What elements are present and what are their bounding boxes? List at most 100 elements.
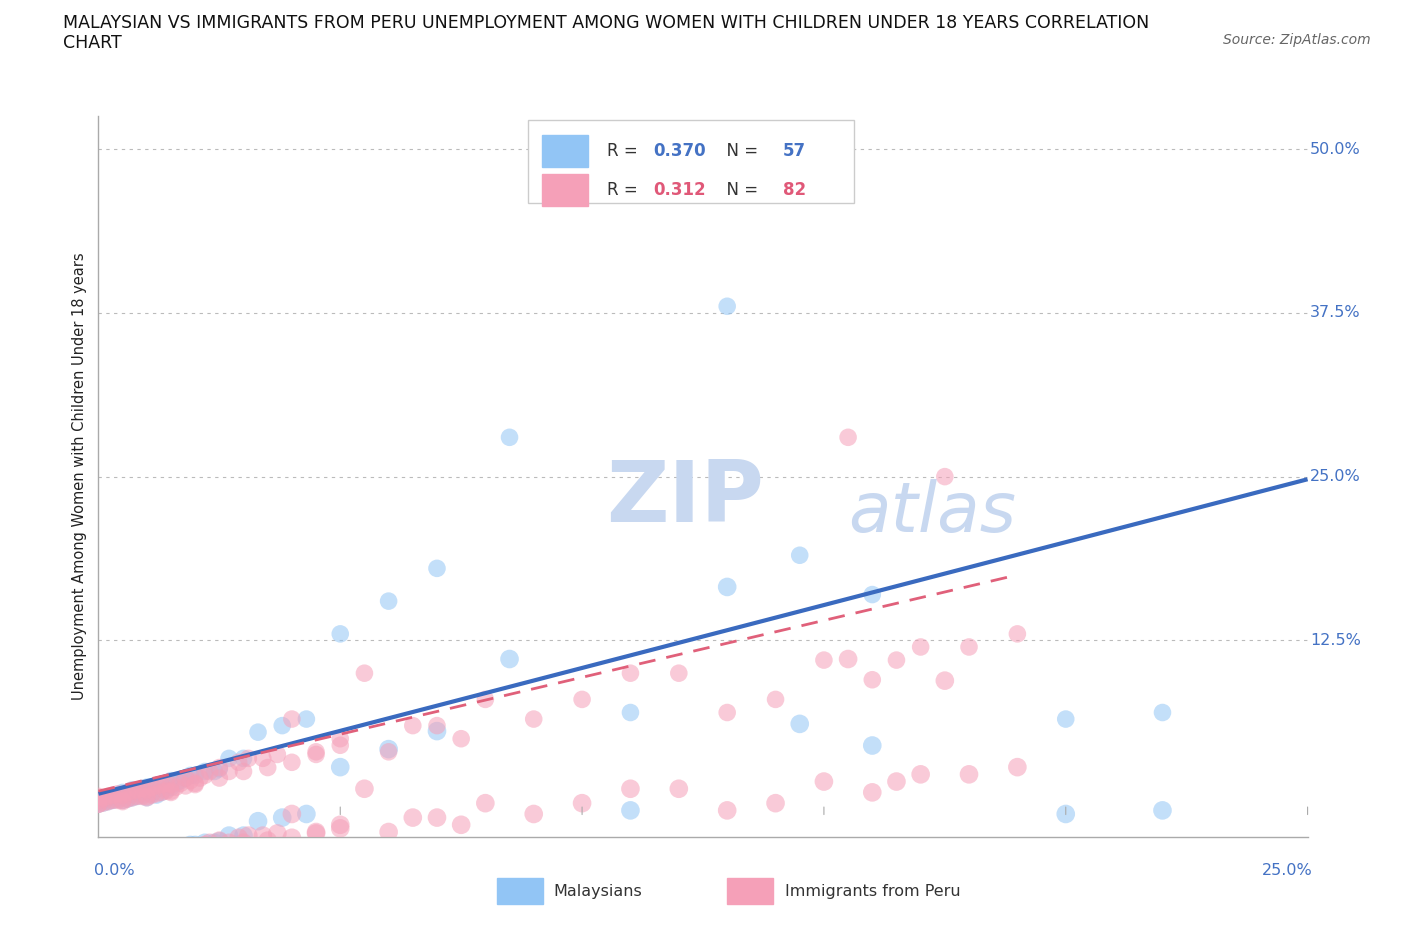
Point <box>101 793 124 808</box>
Point <box>111 794 134 809</box>
Point <box>228 755 250 770</box>
Point <box>101 789 124 804</box>
Point <box>160 779 183 794</box>
Point <box>426 718 449 733</box>
Point <box>179 768 201 783</box>
Point <box>426 561 449 576</box>
Point <box>127 789 149 804</box>
Point <box>141 779 163 794</box>
Point <box>353 666 375 681</box>
Point <box>160 777 183 792</box>
Point <box>135 790 157 805</box>
Point <box>107 787 129 802</box>
Point <box>111 789 134 804</box>
Point <box>141 787 163 802</box>
Point <box>131 789 153 804</box>
Point <box>716 299 738 313</box>
Point <box>271 718 294 733</box>
Point <box>121 784 143 799</box>
Point <box>145 781 167 796</box>
Point <box>107 791 129 806</box>
Bar <box>498 878 543 904</box>
Point <box>957 640 980 655</box>
Point <box>111 793 134 808</box>
Point <box>426 561 449 576</box>
Point <box>571 692 593 707</box>
Point <box>194 768 217 783</box>
Point <box>111 788 134 803</box>
Point <box>107 791 129 806</box>
Point <box>194 768 217 783</box>
Point <box>668 666 690 681</box>
Point <box>160 777 183 792</box>
Point <box>155 784 177 799</box>
Text: 12.5%: 12.5% <box>1310 633 1361 648</box>
Point <box>150 777 173 792</box>
Point <box>117 785 139 800</box>
Point <box>135 782 157 797</box>
Point <box>97 794 120 809</box>
Point <box>145 788 167 803</box>
Point <box>174 778 197 793</box>
Text: 25.0%: 25.0% <box>1261 863 1312 878</box>
Point <box>101 789 124 804</box>
Point <box>934 469 956 484</box>
Point <box>1054 711 1077 726</box>
Point <box>228 755 250 770</box>
Point <box>204 764 226 779</box>
Point <box>860 672 883 687</box>
Point <box>377 744 399 759</box>
Point <box>329 627 352 642</box>
Point <box>117 787 139 802</box>
Text: 50.0%: 50.0% <box>1310 141 1361 156</box>
Point <box>141 788 163 803</box>
Point <box>194 764 217 779</box>
Point <box>266 747 288 762</box>
Point <box>256 760 278 775</box>
Bar <box>543 136 588 167</box>
Point <box>886 653 908 668</box>
Point <box>150 777 173 792</box>
Point <box>1152 705 1174 720</box>
Point <box>111 788 134 803</box>
Point <box>426 718 449 733</box>
Point <box>247 724 270 739</box>
Point <box>232 751 254 765</box>
Point <box>266 747 288 762</box>
Text: 25.0%: 25.0% <box>1310 469 1361 485</box>
Point <box>208 760 231 775</box>
Point <box>377 593 399 608</box>
Point <box>87 797 110 812</box>
Point <box>716 705 738 720</box>
Point <box>117 791 139 806</box>
Point <box>150 777 173 792</box>
Point <box>131 781 153 796</box>
Point <box>305 747 328 762</box>
Point <box>305 744 328 759</box>
Point <box>117 791 139 806</box>
Point <box>87 797 110 812</box>
Point <box>474 692 496 707</box>
Point <box>353 666 375 681</box>
Point <box>127 784 149 799</box>
Point <box>329 731 352 746</box>
Point <box>160 784 183 799</box>
Point <box>111 793 134 808</box>
Point <box>789 548 811 563</box>
Point <box>188 771 211 786</box>
Point <box>121 787 143 802</box>
Point <box>619 705 641 720</box>
Point <box>107 787 129 802</box>
Point <box>150 785 173 800</box>
Point <box>860 587 883 602</box>
Point <box>208 760 231 775</box>
Bar <box>543 175 588 206</box>
Point <box>131 781 153 796</box>
Point <box>141 779 163 794</box>
Point <box>450 731 472 746</box>
Point <box>141 787 163 802</box>
Text: CHART: CHART <box>63 34 122 52</box>
Point <box>131 789 153 804</box>
Point <box>281 711 304 726</box>
Point <box>91 795 114 810</box>
